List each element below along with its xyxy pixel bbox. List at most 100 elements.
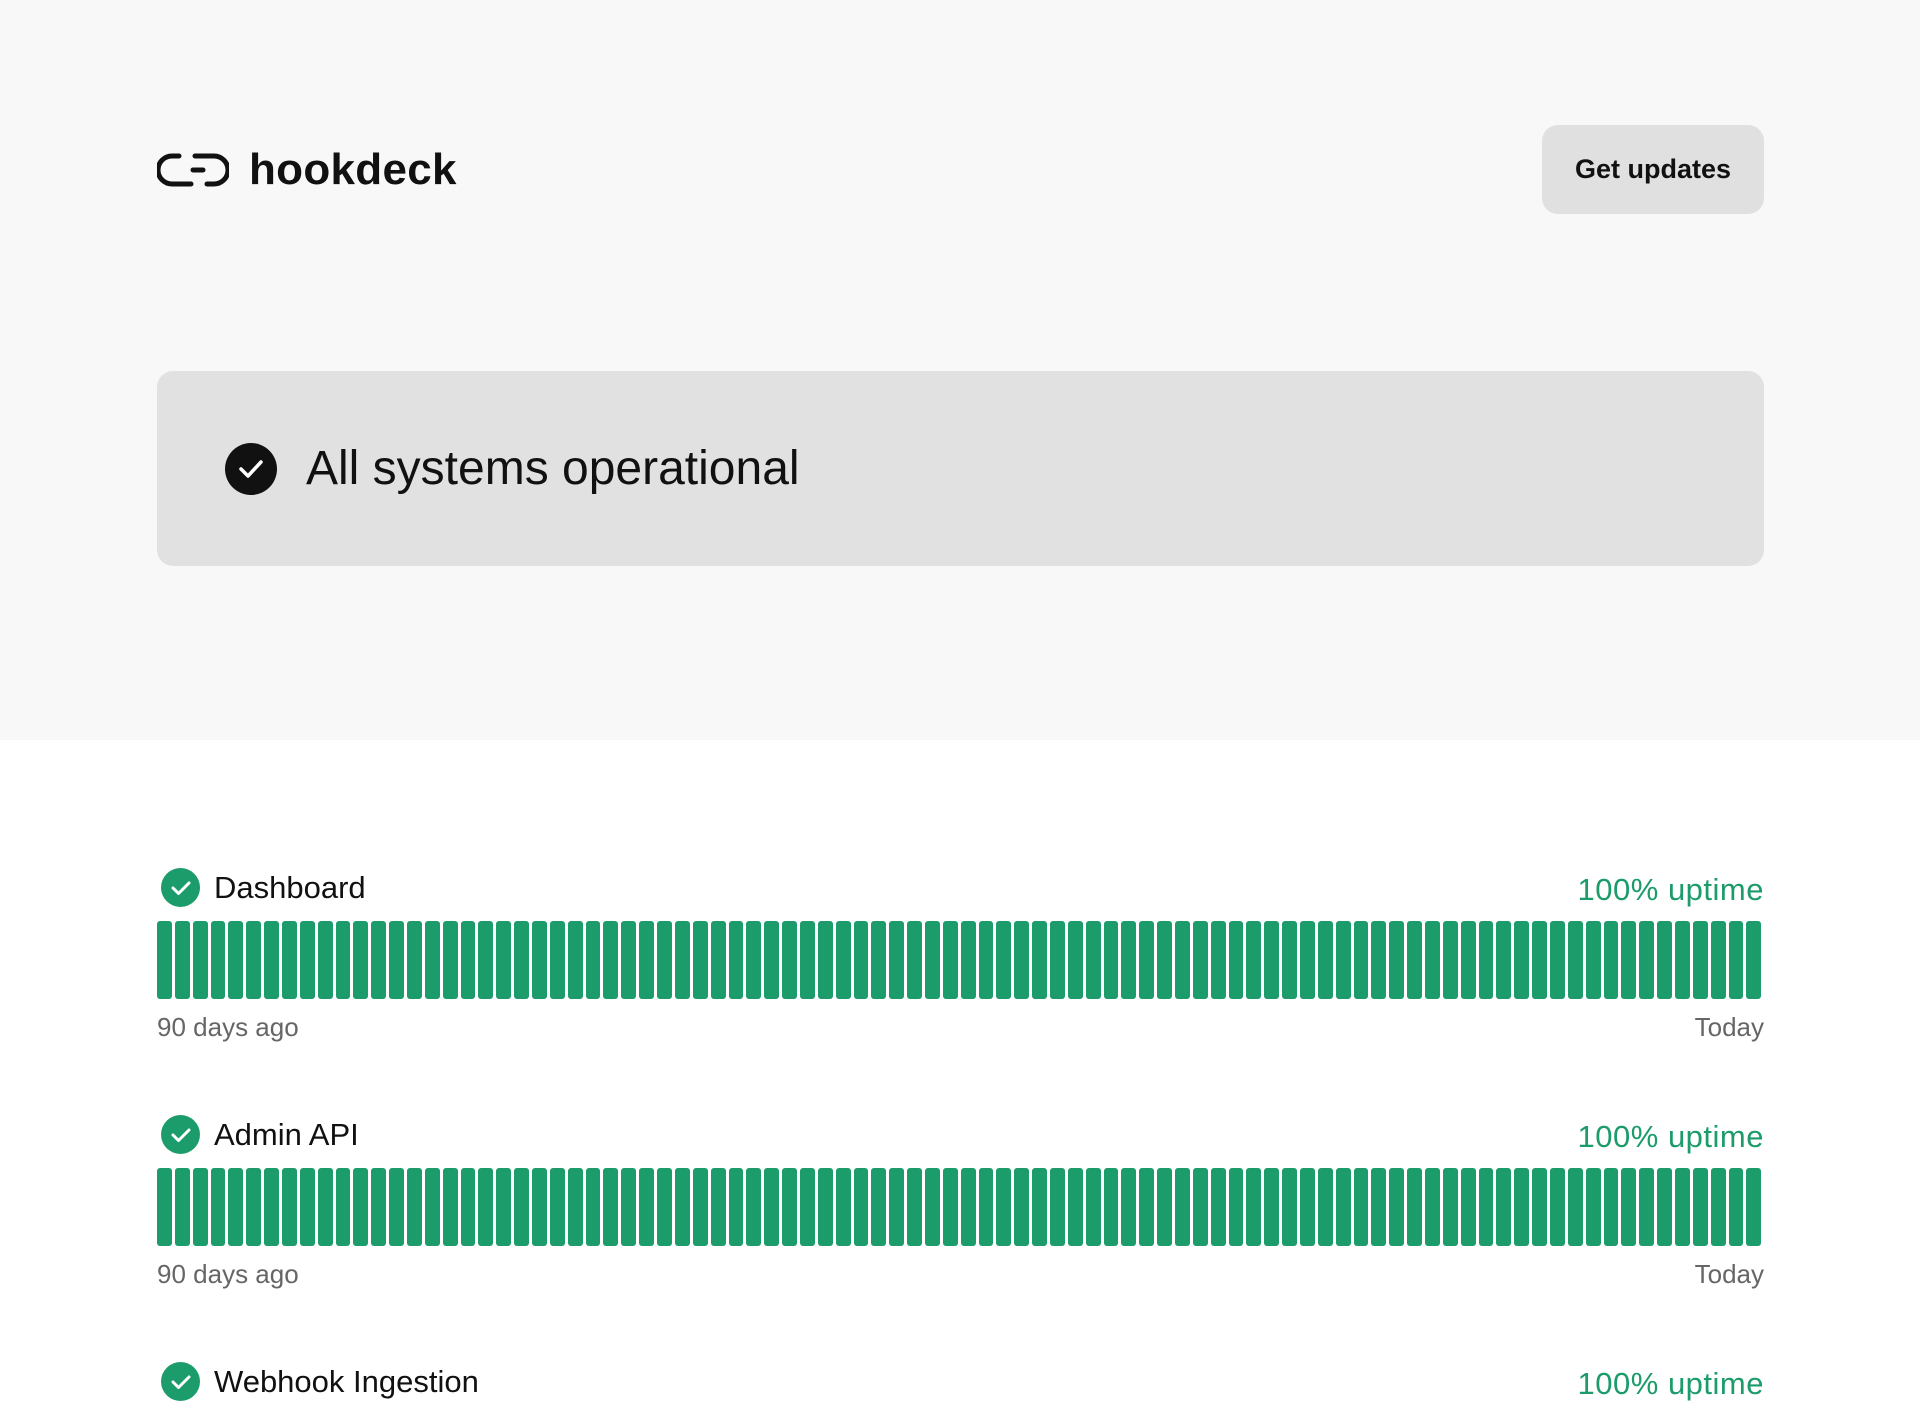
uptime-day-bar[interactable] <box>746 1168 762 1246</box>
uptime-day-bar[interactable] <box>782 1168 797 1246</box>
uptime-day-bar[interactable] <box>282 921 297 999</box>
uptime-day-bar[interactable] <box>192 921 208 999</box>
uptime-day-bar[interactable] <box>1264 921 1280 999</box>
uptime-day-bar[interactable] <box>1085 1168 1101 1246</box>
uptime-day-bar[interactable] <box>853 1168 869 1246</box>
uptime-day-bar[interactable] <box>1746 921 1762 999</box>
uptime-day-bar[interactable] <box>228 921 244 999</box>
uptime-day-bar[interactable] <box>407 1168 422 1246</box>
uptime-day-bar[interactable] <box>1282 1168 1297 1246</box>
uptime-day-bar[interactable] <box>246 1168 262 1246</box>
uptime-day-bar[interactable] <box>710 921 726 999</box>
uptime-day-bar[interactable] <box>1710 1168 1726 1246</box>
uptime-day-bar[interactable] <box>674 921 690 999</box>
uptime-day-bar[interactable] <box>889 921 905 999</box>
uptime-day-bar[interactable] <box>1371 921 1387 999</box>
uptime-day-bar[interactable] <box>192 1168 208 1246</box>
uptime-day-bar[interactable] <box>1174 921 1190 999</box>
uptime-day-bar[interactable] <box>799 1168 815 1246</box>
uptime-day-bar[interactable] <box>889 1168 905 1246</box>
uptime-day-bar[interactable] <box>335 1168 351 1246</box>
uptime-day-bar[interactable] <box>728 1168 744 1246</box>
uptime-day-bar[interactable] <box>282 1168 297 1246</box>
uptime-day-bar[interactable] <box>603 921 619 999</box>
uptime-day-bar[interactable] <box>389 921 405 999</box>
uptime-day-bar[interactable] <box>585 921 601 999</box>
uptime-day-bar[interactable] <box>389 1168 405 1246</box>
uptime-day-bar[interactable] <box>264 921 280 999</box>
uptime-day-bar[interactable] <box>1246 1168 1262 1246</box>
uptime-day-bar[interactable] <box>728 921 744 999</box>
uptime-day-bar[interactable] <box>1049 1168 1065 1246</box>
uptime-day-bar[interactable] <box>692 1168 708 1246</box>
uptime-day-bar[interactable] <box>978 921 994 999</box>
uptime-day-bar[interactable] <box>1335 921 1351 999</box>
uptime-day-bar[interactable] <box>478 921 494 999</box>
uptime-day-bar[interactable] <box>174 921 190 999</box>
uptime-day-bar[interactable] <box>246 921 262 999</box>
uptime-day-bar[interactable] <box>657 921 672 999</box>
uptime-day-bar[interactable] <box>1282 921 1297 999</box>
uptime-day-bar[interactable] <box>1728 921 1744 999</box>
uptime-day-bar[interactable] <box>1550 1168 1565 1246</box>
uptime-day-bar[interactable] <box>1675 921 1690 999</box>
uptime-day-bar[interactable] <box>317 921 333 999</box>
uptime-day-bar[interactable] <box>996 921 1012 999</box>
uptime-day-bar[interactable] <box>514 921 530 999</box>
uptime-day-bar[interactable] <box>746 921 762 999</box>
uptime-day-bar[interactable] <box>871 1168 887 1246</box>
uptime-day-bar[interactable] <box>1639 1168 1655 1246</box>
uptime-day-bar[interactable] <box>835 1168 851 1246</box>
uptime-day-bar[interactable] <box>1157 921 1172 999</box>
uptime-day-bar[interactable] <box>496 1168 512 1246</box>
uptime-day-bar[interactable] <box>1496 1168 1512 1246</box>
uptime-day-bar[interactable] <box>1300 1168 1315 1246</box>
uptime-day-bar[interactable] <box>1067 1168 1083 1246</box>
uptime-day-bar[interactable] <box>157 921 172 999</box>
uptime-day-bar[interactable] <box>1014 921 1030 999</box>
uptime-day-bar[interactable] <box>907 921 922 999</box>
uptime-day-bar[interactable] <box>1496 921 1512 999</box>
uptime-day-bar[interactable] <box>1228 921 1244 999</box>
uptime-day-bar[interactable] <box>657 1168 672 1246</box>
uptime-day-bar[interactable] <box>692 921 708 999</box>
uptime-day-bar[interactable] <box>442 1168 458 1246</box>
uptime-day-bar[interactable] <box>1621 921 1637 999</box>
uptime-day-bar[interactable] <box>1103 1168 1119 1246</box>
uptime-day-bar[interactable] <box>1407 1168 1423 1246</box>
uptime-day-bar[interactable] <box>210 1168 226 1246</box>
uptime-day-bar[interactable] <box>764 921 780 999</box>
uptime-day-bar[interactable] <box>996 1168 1012 1246</box>
uptime-day-bar[interactable] <box>1603 1168 1619 1246</box>
uptime-day-bar[interactable] <box>853 921 869 999</box>
uptime-day-bar[interactable] <box>549 921 565 999</box>
uptime-day-bar[interactable] <box>621 1168 637 1246</box>
uptime-day-bar[interactable] <box>353 921 369 999</box>
uptime-day-bar[interactable] <box>567 1168 583 1246</box>
uptime-day-bar[interactable] <box>924 1168 940 1246</box>
uptime-day-bar[interactable] <box>1317 921 1333 999</box>
uptime-day-bar[interactable] <box>1442 921 1458 999</box>
uptime-day-bar[interactable] <box>907 1168 922 1246</box>
uptime-day-bar[interactable] <box>942 921 958 999</box>
uptime-day-bar[interactable] <box>1139 1168 1155 1246</box>
uptime-day-bar[interactable] <box>1657 921 1673 999</box>
uptime-day-bar[interactable] <box>603 1168 619 1246</box>
uptime-day-bar[interactable] <box>174 1168 190 1246</box>
uptime-day-bar[interactable] <box>299 921 315 999</box>
uptime-day-bar[interactable] <box>1032 1168 1047 1246</box>
uptime-day-bar[interactable] <box>817 1168 833 1246</box>
uptime-day-bar[interactable] <box>817 921 833 999</box>
uptime-day-bar[interactable] <box>1103 921 1119 999</box>
uptime-day-bar[interactable] <box>407 921 422 999</box>
uptime-day-bar[interactable] <box>1514 1168 1530 1246</box>
uptime-day-bar[interactable] <box>514 1168 530 1246</box>
uptime-day-bar[interactable] <box>1192 1168 1208 1246</box>
uptime-day-bar[interactable] <box>1639 921 1655 999</box>
uptime-day-bar[interactable] <box>1460 1168 1476 1246</box>
uptime-day-bar[interactable] <box>371 921 387 999</box>
uptime-day-bar[interactable] <box>1657 1168 1673 1246</box>
uptime-day-bar[interactable] <box>1425 921 1440 999</box>
uptime-day-bar[interactable] <box>1585 1168 1601 1246</box>
uptime-day-bar[interactable] <box>942 1168 958 1246</box>
